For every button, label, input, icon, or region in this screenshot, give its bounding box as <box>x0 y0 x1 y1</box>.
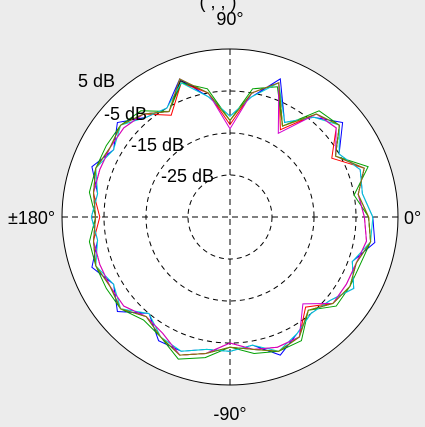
chart-title-fragment: ( , , ) <box>200 0 237 12</box>
angle-label-minus-90: -90° <box>213 404 246 424</box>
trace-group <box>88 78 376 360</box>
angle-label-90: 90° <box>216 9 243 29</box>
radial-label-minus-25db: -25 dB <box>161 166 214 186</box>
radial-label-5db: 5 dB <box>78 71 115 91</box>
radial-label-minus-15db: -15 dB <box>131 135 184 155</box>
trace-line-7 <box>92 78 372 356</box>
radial-label-minus-5db: -5 dB <box>104 104 147 124</box>
angle-label-0: 0° <box>404 208 421 228</box>
angle-label-180: ±180° <box>8 208 55 228</box>
trace-line-5 <box>90 82 374 352</box>
